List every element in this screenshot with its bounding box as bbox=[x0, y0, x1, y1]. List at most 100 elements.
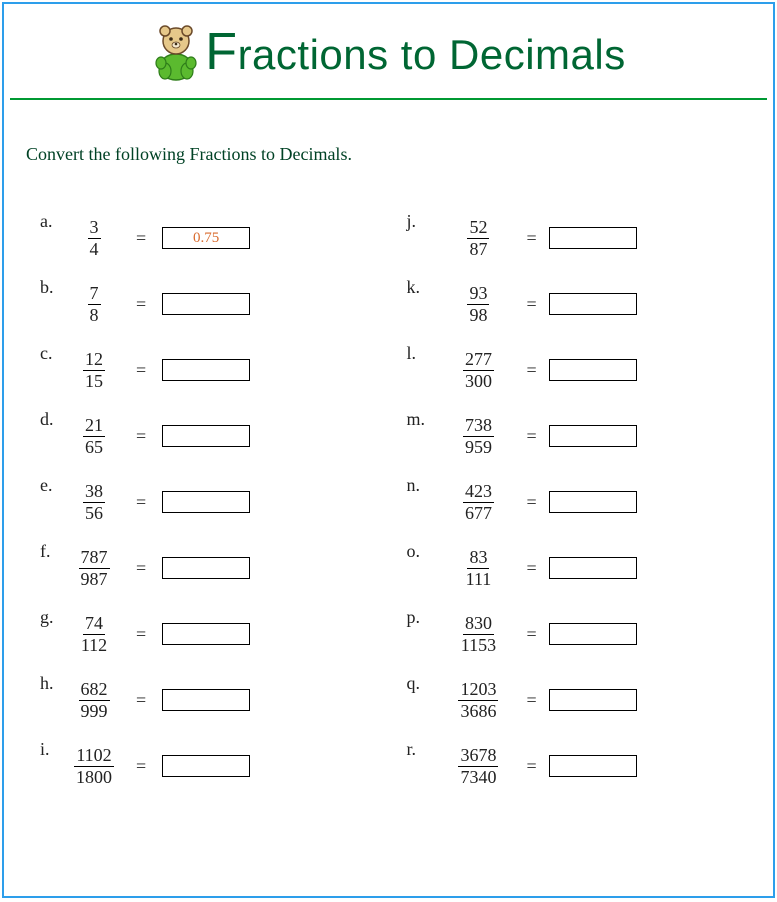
fraction-numerator: 423 bbox=[463, 481, 494, 503]
fraction: 2165 bbox=[72, 415, 116, 457]
problem-label: r. bbox=[406, 733, 450, 760]
right-column: j.5287=k.9398=l.277300=m.738959=n.423677… bbox=[406, 205, 763, 799]
fraction-denominator: 65 bbox=[83, 437, 105, 458]
answer-box[interactable] bbox=[162, 491, 250, 513]
worksheet-page: Fractions to Decimals Convert the follow… bbox=[2, 2, 775, 898]
fraction-denominator: 56 bbox=[83, 503, 105, 524]
fraction-denominator: 677 bbox=[463, 503, 494, 524]
fraction-numerator: 830 bbox=[463, 613, 494, 635]
answer-box[interactable] bbox=[549, 755, 637, 777]
equals-sign: = bbox=[526, 492, 536, 513]
problem-label: e. bbox=[40, 469, 72, 496]
answer-box[interactable] bbox=[162, 623, 250, 645]
fraction-denominator: 1153 bbox=[459, 635, 498, 656]
fraction-denominator: 87 bbox=[467, 239, 489, 260]
answer-box[interactable] bbox=[549, 293, 637, 315]
equals-sign: = bbox=[526, 360, 536, 381]
problem-row: b.78 = bbox=[40, 271, 406, 337]
fraction-denominator: 111 bbox=[464, 569, 494, 590]
answer-box[interactable] bbox=[162, 425, 250, 447]
instruction-text: Convert the following Fractions to Decim… bbox=[26, 144, 773, 165]
fraction-denominator: 3686 bbox=[458, 701, 498, 722]
header-rule bbox=[10, 98, 767, 100]
equals-sign: = bbox=[136, 294, 146, 315]
answer-box[interactable]: 0.75 bbox=[162, 227, 250, 249]
equals-sign: = bbox=[136, 756, 146, 777]
fraction-numerator: 277 bbox=[463, 349, 494, 371]
fraction-denominator: 98 bbox=[467, 305, 489, 326]
fraction-denominator: 112 bbox=[79, 635, 109, 656]
fraction: 11021800 bbox=[72, 745, 116, 787]
fraction: 423677 bbox=[450, 481, 506, 523]
problem-columns: a.34=0.75b.78=c.1215=d.2165=e.3856=f.787… bbox=[4, 205, 773, 799]
title-word2: to bbox=[401, 31, 437, 78]
problem-row: d.2165= bbox=[40, 403, 406, 469]
answer-box[interactable] bbox=[549, 557, 637, 579]
answer-box[interactable] bbox=[549, 623, 637, 645]
fraction-numerator: 738 bbox=[463, 415, 494, 437]
answer-box[interactable] bbox=[549, 425, 637, 447]
answer-box[interactable] bbox=[549, 227, 637, 249]
answer-box[interactable] bbox=[549, 491, 637, 513]
equals-sign: = bbox=[136, 690, 146, 711]
answer-box[interactable] bbox=[549, 359, 637, 381]
answer-box[interactable] bbox=[162, 359, 250, 381]
equals-sign: = bbox=[526, 558, 536, 579]
problem-row: m.738959= bbox=[406, 403, 763, 469]
problem-label: p. bbox=[406, 601, 450, 628]
fraction-numerator: 93 bbox=[467, 283, 489, 305]
fraction-numerator: 21 bbox=[83, 415, 105, 437]
fraction: 74112 bbox=[72, 613, 116, 655]
answer-box[interactable] bbox=[162, 755, 250, 777]
fraction: 787987 bbox=[72, 547, 116, 589]
problem-row: q.12033686= bbox=[406, 667, 763, 733]
fraction: 738959 bbox=[450, 415, 506, 457]
problem-row: r.36787340= bbox=[406, 733, 763, 799]
fraction-numerator: 3 bbox=[88, 217, 101, 239]
equals-sign: = bbox=[526, 690, 536, 711]
equals-sign: = bbox=[526, 426, 536, 447]
fraction-denominator: 7340 bbox=[458, 767, 498, 788]
header: Fractions to Decimals bbox=[4, 4, 773, 98]
problem-row: l.277300= bbox=[406, 337, 763, 403]
fraction: 277300 bbox=[450, 349, 506, 391]
answer-box[interactable] bbox=[162, 689, 250, 711]
problem-label: q. bbox=[406, 667, 450, 694]
problem-row: g.74112= bbox=[40, 601, 406, 667]
title-cap: F bbox=[205, 23, 237, 81]
fraction: 1215 bbox=[72, 349, 116, 391]
equals-sign: = bbox=[136, 426, 146, 447]
answer-box[interactable] bbox=[162, 557, 250, 579]
fraction: 682999 bbox=[72, 679, 116, 721]
fraction: 8301153 bbox=[450, 613, 506, 655]
fraction: 34 bbox=[72, 217, 116, 259]
equals-sign: = bbox=[526, 294, 536, 315]
title-word3: Decimals bbox=[449, 31, 626, 78]
fraction: 5287 bbox=[450, 217, 506, 259]
title-wrap: Fractions to Decimals bbox=[151, 22, 625, 82]
answer-box[interactable] bbox=[162, 293, 250, 315]
fraction-numerator: 52 bbox=[467, 217, 489, 239]
problem-row: h.682999= bbox=[40, 667, 406, 733]
problem-row: o.83111= bbox=[406, 535, 763, 601]
equals-sign: = bbox=[136, 624, 146, 645]
fraction-denominator: 959 bbox=[463, 437, 494, 458]
fraction-numerator: 7 bbox=[88, 283, 101, 305]
fraction: 83111 bbox=[450, 547, 506, 589]
problem-row: a.34=0.75 bbox=[40, 205, 406, 271]
answer-box[interactable] bbox=[549, 689, 637, 711]
fraction: 78 bbox=[72, 283, 116, 325]
problem-label: f. bbox=[40, 535, 72, 562]
fraction-denominator: 15 bbox=[83, 371, 105, 392]
fraction-numerator: 1203 bbox=[458, 679, 498, 701]
problem-label: b. bbox=[40, 271, 72, 298]
equals-sign: = bbox=[526, 228, 536, 249]
fraction: 12033686 bbox=[450, 679, 506, 721]
equals-sign: = bbox=[526, 624, 536, 645]
problem-row: k.9398= bbox=[406, 271, 763, 337]
title-word1-rest: ractions bbox=[238, 31, 389, 78]
fraction-denominator: 999 bbox=[79, 701, 110, 722]
problem-label: d. bbox=[40, 403, 72, 430]
fraction: 9398 bbox=[450, 283, 506, 325]
fraction-numerator: 682 bbox=[79, 679, 110, 701]
